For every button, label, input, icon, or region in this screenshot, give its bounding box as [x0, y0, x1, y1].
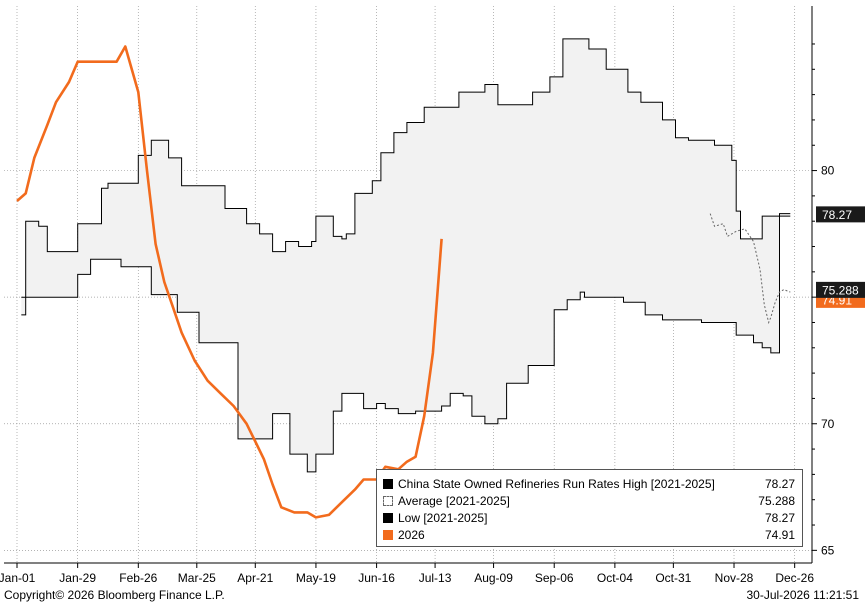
- legend: China State Owned Refineries Run Rates H…: [376, 469, 803, 547]
- legend-item-high: China State Owned Refineries Run Rates H…: [383, 475, 802, 492]
- x-tick-label-6: Jun-16: [358, 571, 395, 585]
- high-low-band: [21, 38, 791, 472]
- value-label-0: 78.27: [822, 208, 852, 222]
- legend-item-low: Low [2021-2025] 78.27: [383, 509, 802, 526]
- legend-value-2026: 74.91: [764, 527, 795, 542]
- series-average-line: [709, 213, 791, 325]
- legend-swatch-high: [383, 478, 393, 489]
- x-tick-label-0: Jan-01: [0, 571, 36, 585]
- value-label-1: 75.288: [822, 283, 859, 297]
- legend-swatch-average: [383, 495, 393, 506]
- x-tick-label-1: Jan-29: [59, 571, 96, 585]
- legend-value-low: 78.27: [764, 510, 795, 525]
- value-label-bg-0: [816, 206, 865, 223]
- x-tick-label-10: Oct-04: [597, 571, 633, 585]
- series-low-line: [21, 215, 791, 473]
- x-tick-label-8: Aug-09: [474, 571, 513, 585]
- x-tick-label-3: Mar-25: [178, 571, 216, 585]
- x-tick-label-9: Sep-06: [535, 571, 574, 585]
- legend-label-average: Average [2021-2025]: [398, 493, 510, 508]
- x-tick-label-4: Apr-21: [237, 571, 273, 585]
- copyright-text: Copyright© 2026 Bloomberg Finance L.P.: [4, 588, 225, 602]
- legend-value-average: 75.288: [758, 493, 795, 508]
- x-tick-label-12: Nov-28: [715, 571, 754, 585]
- legend-swatch-2026: [383, 529, 393, 540]
- x-tick-label-13: Dec-26: [775, 571, 814, 585]
- legend-item-2026: 2026 74.91: [383, 526, 802, 543]
- x-axis: Jan-01 Jan-29 Feb-26 Mar-25 Apr-21 May-19 Jun-…: [0, 562, 814, 585]
- x-tick-label-2: Feb-26: [119, 571, 157, 585]
- value-label-bg-1: [816, 281, 865, 298]
- band-fill: [21, 38, 791, 472]
- y-tick-label-3: 80: [821, 164, 835, 178]
- x-tick-label-5: May-19: [296, 571, 336, 585]
- series-high-line: [21, 38, 791, 316]
- y-tick-label-1: 70: [821, 417, 835, 431]
- legend-label-low: Low [2021-2025]: [398, 510, 488, 525]
- legend-value-high: 78.27: [764, 476, 795, 491]
- timestamp-text: 30-Jul-2026 11:21:51: [746, 588, 859, 602]
- legend-label-high: China State Owned Refineries Run Rates H…: [398, 476, 715, 491]
- y-tick-label-0: 65: [821, 543, 835, 557]
- legend-swatch-low: [383, 512, 393, 523]
- x-tick-label-7: Jul-13: [419, 571, 452, 585]
- x-tick-label-11: Oct-31: [655, 571, 691, 585]
- legend-label-2026: 2026: [398, 527, 425, 542]
- legend-item-average: Average [2021-2025] 75.288: [383, 492, 802, 509]
